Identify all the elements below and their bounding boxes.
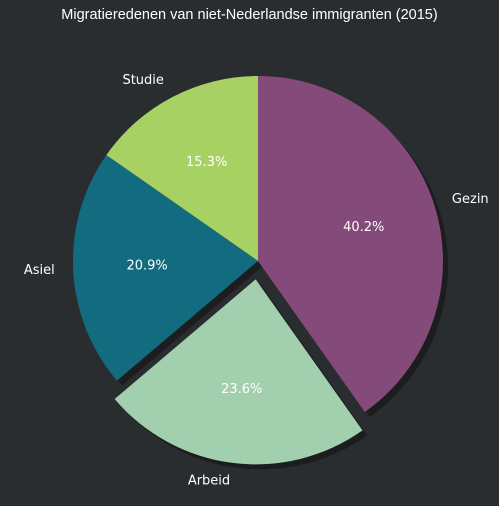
percent-label-studie: 15.3%	[186, 155, 227, 170]
category-label-arbeid: Arbeid	[188, 474, 230, 489]
pie-slice-arbeid	[114, 279, 363, 465]
percent-label-asiel: 20.9%	[126, 259, 167, 274]
pie-slice-studie	[106, 76, 258, 261]
pie-slice-asiel	[72, 155, 258, 381]
percent-label-gezin: 40.2%	[343, 220, 384, 235]
category-label-asiel: Asiel	[24, 263, 55, 278]
category-label-gezin: Gezin	[452, 192, 489, 207]
pie-slice-gezin	[258, 76, 444, 413]
percent-label-arbeid: 23.6%	[221, 382, 262, 397]
category-label-studie: Studie	[122, 73, 163, 88]
chart-title: Migratieredenen van niet-Nederlandse imm…	[61, 7, 438, 23]
